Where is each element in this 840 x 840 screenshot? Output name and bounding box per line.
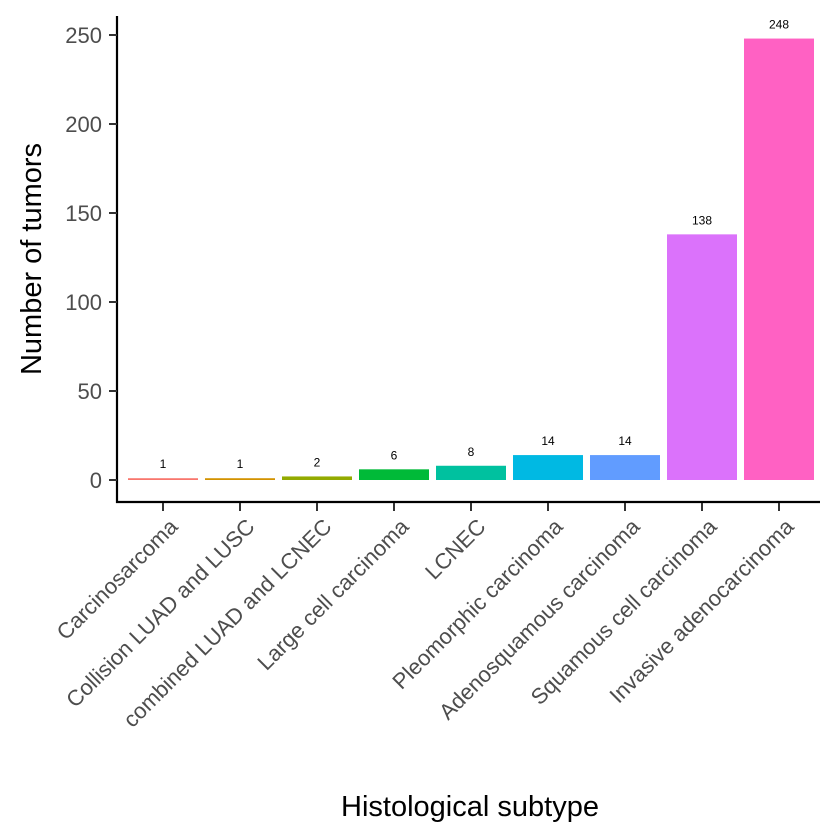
bar <box>128 478 198 480</box>
y-ticks-group: 0 50 100 150 200 250 <box>65 23 117 493</box>
y-tick-label: 250 <box>65 23 102 48</box>
data-labels-group: 1 1 2 6 8 14 14 138 248 <box>160 18 790 472</box>
bar <box>436 465 506 480</box>
bar <box>744 38 814 481</box>
data-label: 248 <box>769 18 789 32</box>
y-tick-label: 200 <box>65 112 102 137</box>
data-label: 14 <box>618 434 632 448</box>
bar <box>205 478 275 480</box>
bars-group <box>128 38 814 481</box>
data-label: 6 <box>391 448 398 462</box>
data-label: 138 <box>692 213 712 227</box>
data-label: 8 <box>468 445 475 459</box>
bar <box>667 234 737 480</box>
y-tick-label: 150 <box>65 201 102 226</box>
data-label: 1 <box>160 457 167 471</box>
data-label: 14 <box>541 434 555 448</box>
bar <box>359 469 429 480</box>
data-label: 1 <box>237 457 244 471</box>
bar <box>282 476 352 480</box>
x-tick-label: LCNEC <box>420 514 490 584</box>
y-tick-label: 100 <box>65 290 102 315</box>
bar <box>590 455 660 480</box>
y-tick-label: 50 <box>78 379 102 404</box>
x-tick-label: Large cell carcinoma <box>252 513 414 675</box>
y-tick-label: 0 <box>90 468 102 493</box>
x-axis-title: Histological subtype <box>341 791 599 823</box>
bar <box>513 455 583 480</box>
y-axis-title: Number of tumors <box>16 143 48 375</box>
data-label: 2 <box>314 455 321 469</box>
